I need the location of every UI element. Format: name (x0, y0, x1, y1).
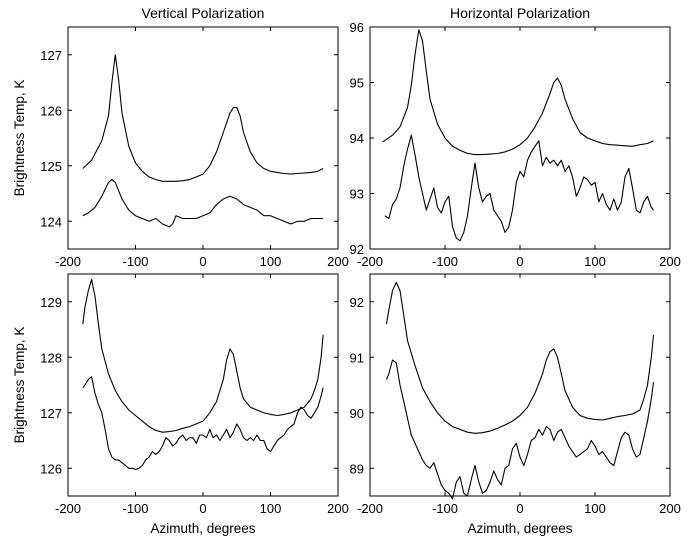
x-axis-label: Azimuth, degrees (467, 521, 572, 536)
x-tick-label: -200 (55, 254, 81, 269)
x-tick-label: 0 (199, 501, 206, 516)
x-tick-label: -100 (122, 501, 148, 516)
subplot-2: -200 -100 0 100 200 92 93 94 95 96 Horizontal Pola… (350, 5, 681, 269)
plot-title: Horizontal Polarization (450, 5, 590, 21)
subplot-4: -200 -100 0 100 200 89 90 91 92 Azimuth, degrees (350, 273, 681, 536)
x-axis-label: Azimuth, degrees (150, 521, 255, 536)
x-tick-label: 200 (327, 254, 349, 269)
x-tick-label: -200 (55, 501, 81, 516)
x-tick-label: 0 (199, 254, 206, 269)
x-tick-label: -200 (357, 254, 383, 269)
series-line-2 (385, 359, 655, 500)
x-tick-label: 200 (659, 501, 681, 516)
plot-title: Vertical Polarization (142, 5, 265, 21)
y-tick-label: 129 (40, 295, 62, 310)
x-tick-label: 0 (516, 501, 523, 516)
x-tick-label: -100 (432, 254, 458, 269)
y-tick-label: 125 (40, 159, 62, 174)
y-tick-label: 95 (350, 76, 364, 91)
y-tick-label: 127 (40, 406, 62, 421)
y-tick-label: 93 (350, 187, 364, 202)
y-tick-label: 128 (40, 350, 62, 365)
y-axis-label: Brightness Temp, K (12, 327, 27, 444)
x-tick-label: 200 (659, 254, 681, 269)
series-line-2 (82, 179, 324, 228)
series-line-1 (82, 278, 324, 433)
y-tick-label: 92 (350, 295, 364, 310)
subplot-1: -200 -100 0 100 200 124 125 126 127 Vertical Pola… (12, 5, 349, 269)
x-tick-label: 100 (260, 501, 282, 516)
x-tick-label: 100 (584, 254, 606, 269)
y-tick-label: 124 (40, 214, 62, 229)
x-tick-label: -100 (122, 254, 148, 269)
series-line-2 (384, 134, 654, 242)
y-tick-label: 126 (40, 461, 62, 476)
subplot-3: -200 -100 0 100 200 126 127 128 129 Azimuth, degr… (12, 273, 349, 536)
plot-frame (67, 273, 339, 497)
y-tick-label: 90 (350, 406, 364, 421)
y-tick-label: 89 (350, 461, 364, 476)
y-tick-label: 126 (40, 103, 62, 118)
y-tick-label: 92 (350, 242, 364, 257)
y-tick-label: 94 (350, 131, 364, 146)
plot-frame (369, 273, 671, 497)
x-tick-label: 0 (516, 254, 523, 269)
x-tick-label: 100 (584, 501, 606, 516)
y-tick-label: 127 (40, 48, 62, 63)
y-tick-label: 96 (350, 20, 364, 35)
series-line-1 (385, 281, 655, 434)
series-line-1 (382, 29, 654, 156)
y-axis-label: Brightness Temp, K (12, 80, 27, 197)
series-line-1 (82, 54, 324, 182)
plot-frame (369, 26, 671, 250)
series-line-2 (82, 376, 324, 470)
x-tick-label: 100 (260, 254, 282, 269)
x-tick-label: -100 (432, 501, 458, 516)
y-tick-label: 91 (350, 350, 364, 365)
x-tick-label: 200 (327, 501, 349, 516)
x-tick-label: -200 (357, 501, 383, 516)
